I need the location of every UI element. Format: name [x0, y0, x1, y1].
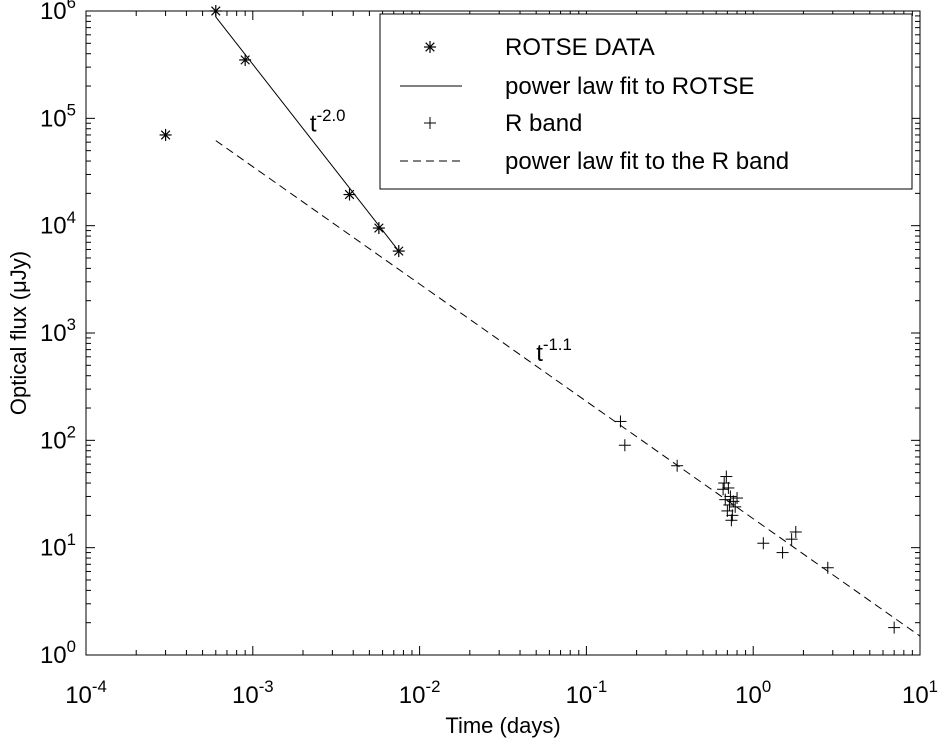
y-tick-label: 105	[40, 101, 76, 133]
slope-annotation-base: t	[536, 340, 543, 367]
y-tick-label-base: 10	[40, 642, 67, 669]
slope-annotation: t-2.0	[310, 106, 346, 138]
r-band-data-point	[614, 415, 627, 428]
r-band-data-point	[717, 483, 730, 496]
legend-label: ROTSE DATA	[505, 34, 655, 61]
legend-asterisk-marker	[424, 41, 436, 53]
y-tick-label-exponent: 2	[67, 423, 76, 442]
r-band-data-point	[789, 525, 802, 538]
y-tick-label-base: 10	[40, 0, 67, 25]
x-tick-label-base: 10	[566, 682, 593, 709]
x-tick-label-base: 10	[902, 682, 929, 709]
annotations: t-2.0t-1.1	[310, 106, 572, 367]
y-axis-label: Optical flux (μJy)	[6, 251, 31, 415]
r-band-data-point	[785, 533, 798, 546]
x-tick-label-exponent: 1	[929, 677, 938, 696]
y-tick-label: 104	[40, 208, 76, 240]
r-band-data-point	[731, 492, 744, 505]
x-tick-label-exponent: -3	[259, 677, 274, 696]
r-band-data-point	[821, 561, 834, 574]
y-tick-label-base: 10	[40, 320, 67, 347]
legend-label: R band	[505, 110, 582, 137]
slope-annotation-exponent: -1.1	[543, 335, 572, 354]
r-band-data-point	[776, 546, 789, 559]
r-band-data-point	[724, 490, 737, 503]
legend-label: power law fit to ROTSE	[505, 73, 754, 100]
tick-marks	[85, 10, 921, 656]
y-tick-label-exponent: 4	[67, 208, 76, 227]
x-tick-label-base: 10	[65, 682, 92, 709]
slope-annotation: t-1.1	[536, 335, 572, 367]
r-band-data-point	[757, 537, 770, 550]
x-tick-label: 10-2	[399, 677, 441, 709]
r-band-data-point	[726, 509, 739, 522]
rotse-data-point	[159, 128, 172, 141]
asterisk-stroke	[211, 6, 221, 16]
r-band-data-point	[722, 481, 735, 494]
y-tick-label-exponent: 6	[67, 0, 76, 12]
y-tick-label: 100	[40, 637, 76, 669]
y-tick-label: 106	[40, 0, 76, 25]
legend-label: power law fit to the R band	[505, 148, 789, 175]
y-tick-label-exponent: 5	[67, 101, 76, 120]
rotse-fit-line	[215, 16, 400, 252]
y-tick-label-base: 10	[40, 213, 67, 240]
r-band-data-point	[888, 621, 901, 634]
rotse-data-point	[372, 222, 385, 235]
asterisk-stroke	[425, 42, 435, 52]
y-tick-label-exponent: 0	[67, 637, 76, 656]
rotse-data-point	[343, 188, 356, 201]
x-tick-label-exponent: -2	[425, 677, 440, 696]
asterisk-stroke	[374, 223, 384, 233]
y-tick-label-base: 10	[40, 535, 67, 562]
r-band-data-point	[671, 459, 684, 472]
legend: ROTSE DATA power law fit to ROTSE R band po…	[379, 13, 913, 190]
data-markers	[159, 5, 901, 634]
r-band-data-point	[720, 470, 733, 483]
y-tick-label-exponent: 3	[67, 315, 76, 334]
r-band-data-point	[618, 439, 631, 452]
x-tick-labels: 10-4 10-3 10-2 10-1 100 101	[65, 677, 938, 709]
fit-lines	[215, 16, 921, 637]
slope-annotation-base: t	[310, 111, 317, 138]
r-band-data-point	[725, 514, 738, 527]
legend-items: ROTSE DATA power law fit to ROTSE R band po…	[400, 34, 789, 175]
r-band-fit-line	[215, 140, 921, 637]
slope-annotation-exponent: -2.0	[317, 106, 346, 125]
asterisk-stroke	[240, 55, 250, 65]
x-tick-label: 10-1	[566, 677, 608, 709]
x-tick-label: 101	[902, 677, 938, 709]
x-tick-label-exponent: 0	[762, 677, 771, 696]
legend-box	[379, 13, 913, 190]
y-tick-label-base: 10	[40, 427, 67, 454]
y-tick-label: 103	[40, 315, 76, 347]
x-tick-label: 100	[735, 677, 771, 709]
x-tick-label-base: 10	[735, 682, 762, 709]
r-band-data-point	[729, 500, 742, 513]
y-tick-label-base: 10	[40, 105, 67, 132]
x-axis-label: Time (days)	[445, 713, 560, 738]
x-tick-label-exponent: -1	[592, 677, 607, 696]
rotse-data-point	[209, 5, 222, 17]
x-tick-label-exponent: -4	[92, 677, 107, 696]
asterisk-stroke	[344, 189, 355, 200]
x-tick-label-base: 10	[399, 682, 426, 709]
x-tick-label-base: 10	[232, 682, 259, 709]
y-tick-label-exponent: 1	[67, 530, 76, 549]
asterisk-stroke	[160, 130, 171, 140]
x-tick-label: 10-4	[65, 677, 107, 709]
rotse-data-point	[392, 245, 405, 258]
asterisk-stroke	[394, 246, 404, 256]
legend-plus-marker	[424, 117, 436, 129]
y-tick-label: 101	[40, 530, 76, 562]
rotse-data-point	[239, 53, 252, 66]
y-tick-label: 102	[40, 423, 76, 455]
x-tick-label: 10-3	[232, 677, 274, 709]
